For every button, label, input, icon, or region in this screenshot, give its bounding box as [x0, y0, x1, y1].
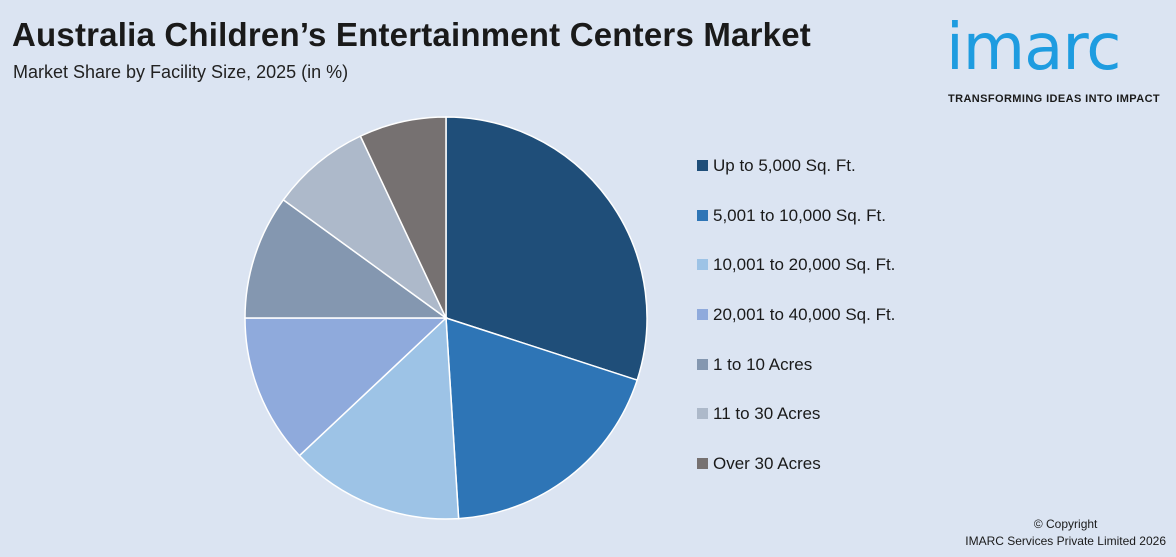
legend-label: 10,001 to 20,000 Sq. Ft. — [713, 255, 896, 275]
legend-swatch — [697, 458, 708, 470]
legend-swatch — [697, 209, 708, 221]
copyright-line: © Copyright — [1033, 517, 1098, 531]
pie-slice-1 — [445, 116, 648, 382]
legend-label: Over 30 Acres — [713, 454, 821, 474]
pie-slice-3 — [298, 316, 460, 520]
pie-slice-6 — [282, 135, 447, 319]
legend-item: 20,001 to 40,000 Sq. Ft. — [697, 305, 895, 355]
pie-slice-7 — [359, 116, 447, 319]
legend-item: 10,001 to 20,000 Sq. Ft. — [697, 255, 895, 305]
copyright-notice: © Copyright IMARC Services Private Limit… — [965, 516, 1166, 550]
legend-label: 20,001 to 40,000 Sq. Ft. — [713, 305, 896, 325]
legend-item: Over 30 Acres — [697, 454, 895, 504]
legend-swatch — [697, 160, 708, 171]
pie-chart — [244, 116, 648, 520]
legend-item: Up to 5,000 Sq. Ft. — [697, 156, 895, 206]
imarc-logo: imarc TRANSFORMING IDEAS INTO IMPACT — [946, 8, 1172, 108]
chart-title: Australia Children’s Entertainment Cente… — [12, 16, 811, 53]
legend-swatch — [697, 358, 708, 370]
pie-slice-4 — [244, 317, 448, 457]
legend-swatch — [697, 309, 708, 321]
copyright-company: IMARC Services Private Limited 2026 — [965, 534, 1166, 548]
legend-item: 1 to 10 Acres — [697, 355, 895, 405]
logo-tagline: TRANSFORMING IDEAS INTO IMPACT — [948, 93, 1161, 105]
chart-subtitle: Market Share by Facility Size, 2025 (in … — [13, 62, 349, 82]
legend-item: 5,001 to 10,000 Sq. Ft. — [697, 206, 895, 256]
legend-label: 11 to 30 Acres — [713, 404, 821, 424]
legend-item: 11 to 30 Acres — [697, 404, 895, 454]
legend-swatch — [697, 259, 708, 271]
legend: Up to 5,000 Sq. Ft. 5,001 to 10,000 Sq. F… — [697, 156, 895, 504]
pie-slice-5 — [244, 198, 449, 319]
legend-label: Up to 5,000 Sq. Ft. — [713, 156, 856, 175]
logo-wordmark: imarc — [946, 11, 1121, 85]
legend-label: 1 to 10 Acres — [713, 354, 813, 374]
legend-label: 5,001 to 10,000 Sq. Ft. — [713, 205, 886, 225]
legend-swatch — [697, 408, 708, 420]
pie-slice-2 — [445, 316, 639, 520]
